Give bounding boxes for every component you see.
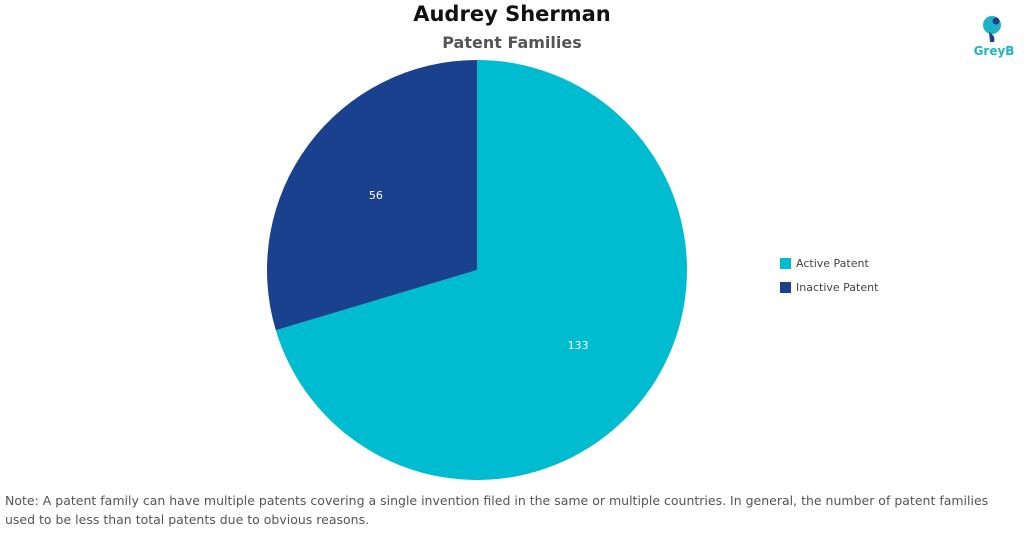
chart-title: Audrey Sherman	[413, 2, 611, 26]
legend-swatch-active	[780, 257, 791, 269]
data-label-active-patent: 133	[568, 339, 589, 352]
pie-slice-active-patent[interactable]	[275, 60, 687, 481]
pie-data-labels: 133 56	[369, 189, 589, 352]
chart-legend: Active Patent Inactive Patent	[780, 251, 878, 299]
legend-label-inactive: Inactive Patent	[796, 280, 879, 294]
legend-item-active[interactable]: Active Patent	[780, 251, 878, 275]
legend-item-inactive[interactable]: Inactive Patent	[780, 275, 878, 299]
chart-subtitle: Patent Families	[442, 33, 582, 52]
data-label-inactive-patent: 56	[369, 189, 383, 202]
greyb-logo-text: GreyB	[973, 44, 1015, 58]
greyb-logo-icon	[983, 16, 1001, 42]
footnote: Note: A patent family can have multiple …	[5, 493, 989, 527]
legend-swatch-inactive	[780, 281, 791, 293]
pie-slice-inactive-patent[interactable]	[267, 60, 477, 331]
legend-label-active: Active Patent	[796, 256, 869, 270]
pie-slices	[267, 60, 687, 481]
